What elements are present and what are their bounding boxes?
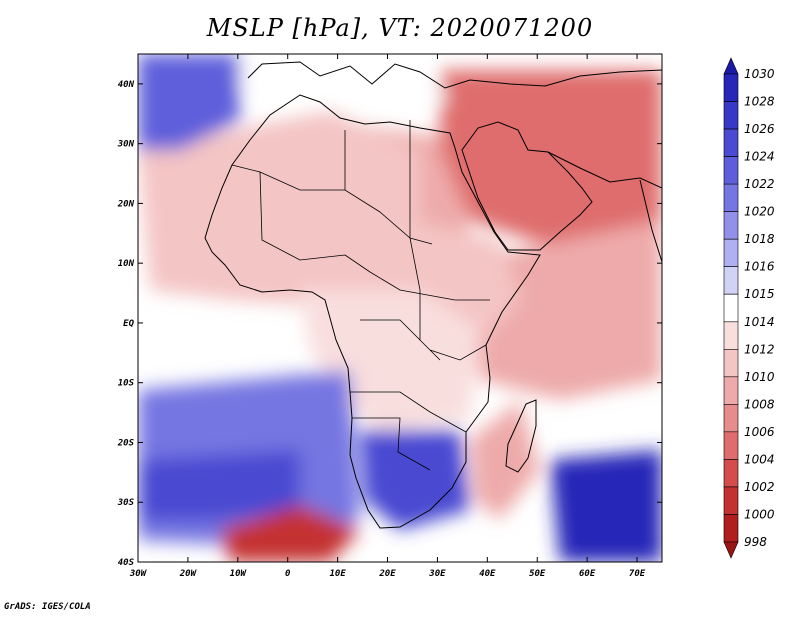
field-southern-ocean-low bbox=[220, 505, 360, 562]
colorbar-swatch bbox=[723, 514, 739, 543]
x-tick-label: 70E bbox=[629, 569, 646, 579]
y-tick-label: 10S bbox=[118, 379, 135, 389]
x-tick-label: 10W bbox=[230, 569, 248, 579]
colorbar-label: 1006 bbox=[744, 425, 775, 439]
credit-label: GrADS: IGES/COLA bbox=[4, 602, 91, 612]
x-tick-label: 20W bbox=[179, 569, 198, 579]
colorbar-label: 1008 bbox=[744, 397, 775, 411]
colorbar-label: 1026 bbox=[744, 122, 775, 136]
colorbar-label: 1020 bbox=[744, 205, 775, 219]
colorbar-label: 1018 bbox=[744, 232, 775, 246]
field-mascarene-high bbox=[550, 450, 662, 562]
colorbar-swatch bbox=[723, 266, 739, 295]
colorbar-top-arrow bbox=[723, 57, 739, 75]
europe-coastline bbox=[247, 61, 662, 89]
field-indian-ocean-north bbox=[470, 220, 662, 400]
colorbar-swatch bbox=[723, 128, 739, 157]
field-madagascar-low bbox=[470, 400, 540, 520]
y-tick-label: 40N bbox=[118, 80, 135, 90]
y-tick-label: 30N bbox=[117, 140, 135, 150]
colorbar-swatch bbox=[723, 293, 739, 323]
coastlines bbox=[204, 61, 662, 529]
x-tick-label: 0 bbox=[285, 569, 291, 579]
x-tick-label: 10E bbox=[329, 569, 346, 579]
colorbar-swatch bbox=[723, 101, 739, 130]
colorbar-swatch bbox=[723, 348, 739, 378]
colorbar-swatch bbox=[723, 211, 739, 240]
colorbar-swatch bbox=[723, 183, 739, 212]
africa-coastline bbox=[204, 94, 541, 529]
colorbar-swatch bbox=[723, 376, 739, 405]
colorbar-swatch bbox=[723, 156, 739, 185]
colorbar-label: 1022 bbox=[744, 177, 775, 191]
colorbar-label: 1004 bbox=[744, 452, 775, 466]
field-iran-pakistan bbox=[440, 70, 662, 250]
colorbar-label: 1016 bbox=[744, 260, 775, 274]
y-tick-label: 20N bbox=[117, 199, 135, 209]
field-mediterranean bbox=[230, 60, 450, 110]
field-south-atlantic-core bbox=[138, 450, 300, 520]
colorbar-swatch bbox=[723, 459, 739, 488]
x-tick-label: 30W bbox=[129, 569, 148, 579]
map-title: MSLP [hPa], VT: 2020071200 bbox=[206, 14, 594, 42]
india-coastline bbox=[639, 179, 662, 263]
y-axis: 40N 30N 20N 10N EQ 10S 20S 30S 40S bbox=[117, 80, 662, 568]
colorbar-label: 1024 bbox=[744, 150, 775, 164]
pressure-field bbox=[138, 54, 662, 562]
borders bbox=[231, 120, 490, 471]
madagascar-coastline bbox=[505, 399, 537, 473]
x-axis: 30W 20W 10W 0 10E 20E 30E 40E 50E 60E 70E bbox=[129, 54, 646, 579]
x-tick-label: 60E bbox=[579, 569, 596, 579]
colorbar-label: 1012 bbox=[744, 342, 775, 356]
field-southern-africa-high bbox=[360, 430, 470, 530]
y-tick-label: 40S bbox=[118, 558, 135, 568]
y-tick-label: EQ bbox=[123, 319, 134, 329]
colorbar-bottom-arrow bbox=[723, 541, 739, 559]
colorbar-swatch bbox=[723, 321, 739, 350]
colorbar-swatch bbox=[723, 431, 739, 460]
y-tick-label: 30S bbox=[117, 498, 135, 508]
x-tick-label: 20E bbox=[378, 569, 396, 579]
y-tick-label: 10N bbox=[118, 259, 135, 269]
arabia-coastline bbox=[461, 121, 593, 251]
x-tick-label: 50E bbox=[529, 569, 546, 579]
x-tick-label: 40E bbox=[479, 569, 496, 579]
colorbar-label: 1002 bbox=[744, 480, 775, 494]
colorbar-label: 1000 bbox=[744, 507, 775, 521]
colorbar: 1030 1028 1026 1024 1022 1020 1018 1016 1015 1014… bbox=[723, 57, 775, 559]
x-tick-label: 30E bbox=[428, 569, 446, 579]
colorbar-swatch bbox=[723, 404, 739, 433]
colorbar-label: 1030 bbox=[744, 67, 775, 81]
colorbar-label: 1014 bbox=[744, 315, 775, 329]
iran-coastline bbox=[547, 151, 662, 189]
colorbar-swatch bbox=[723, 73, 739, 102]
colorbar-label: 998 bbox=[744, 535, 767, 549]
plot-frame bbox=[137, 53, 663, 563]
colorbar-label: 1028 bbox=[744, 95, 775, 109]
colorbar-label: 1010 bbox=[744, 370, 775, 384]
colorbar-label: 1015 bbox=[744, 287, 775, 301]
y-tick-label: 20S bbox=[117, 438, 135, 448]
colorbar-swatch bbox=[723, 486, 739, 515]
field-azores-high bbox=[138, 54, 240, 150]
colorbar-swatch bbox=[723, 238, 739, 268]
field-west-africa bbox=[138, 110, 420, 305]
